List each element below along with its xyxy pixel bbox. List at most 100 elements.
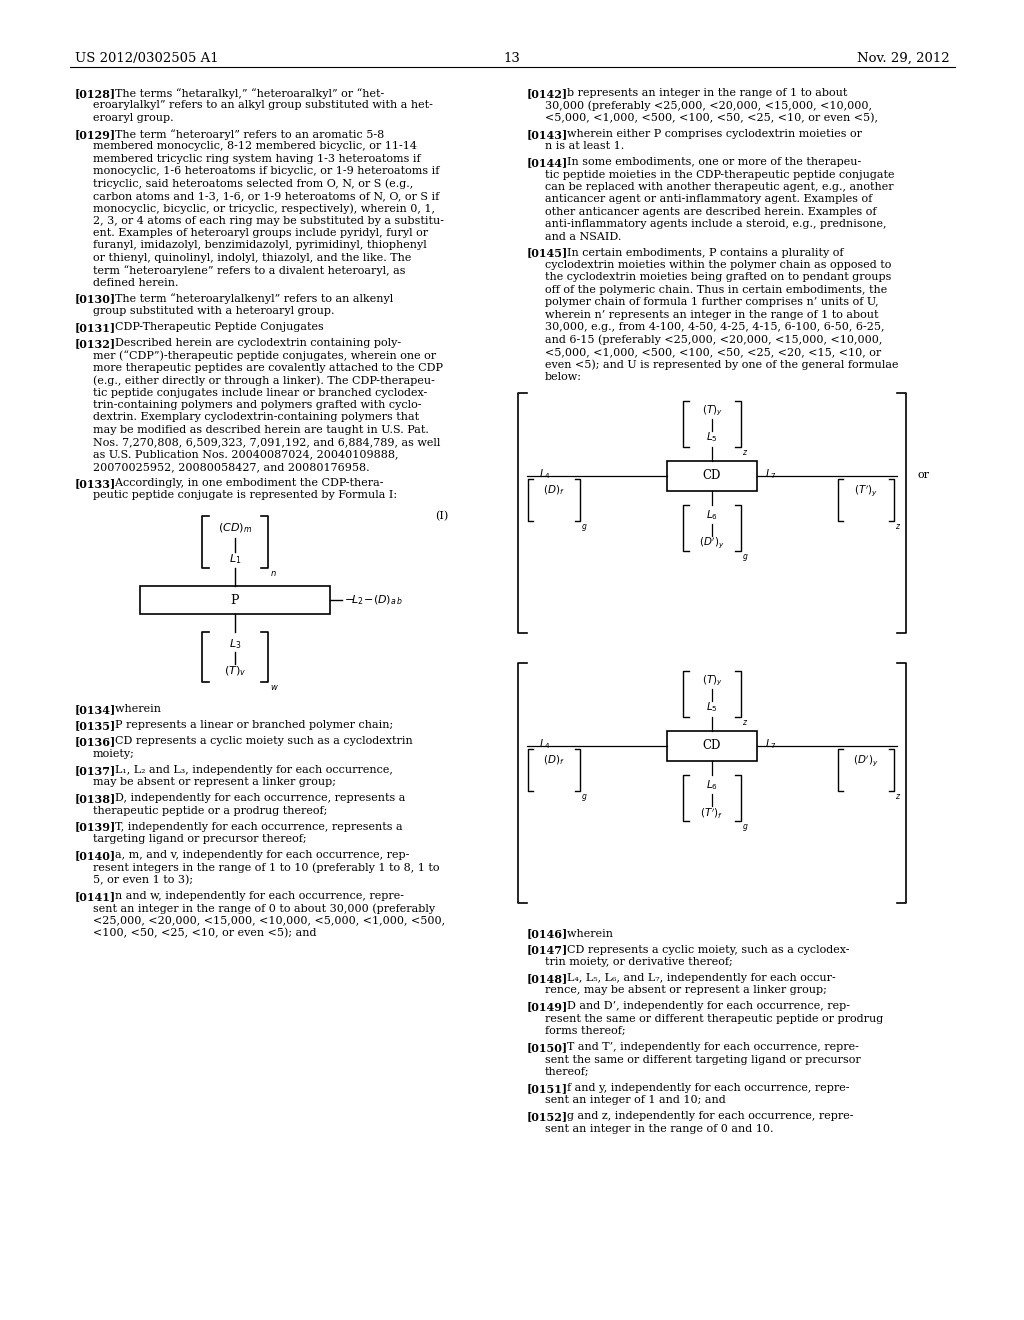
Text: 2, 3, or 4 atoms of each ring may be substituted by a substitu-: 2, 3, or 4 atoms of each ring may be sub… — [93, 215, 444, 226]
Text: $(T)_v$: $(T)_v$ — [224, 664, 246, 678]
Text: Described herein are cyclodextrin containing poly-: Described herein are cyclodextrin contai… — [108, 338, 401, 348]
Text: more therapeutic peptides are covalently attached to the CDP: more therapeutic peptides are covalently… — [93, 363, 443, 372]
Text: $g$: $g$ — [742, 821, 749, 833]
Text: resent the same or different therapeutic peptide or prodrug: resent the same or different therapeutic… — [545, 1014, 884, 1024]
Text: $z$: $z$ — [895, 792, 901, 801]
Text: US 2012/0302505 A1: US 2012/0302505 A1 — [75, 51, 219, 65]
Text: [0135]: [0135] — [75, 721, 117, 731]
Text: [0138]: [0138] — [75, 793, 117, 804]
Text: anticancer agent or anti-inflammatory agent. Examples of: anticancer agent or anti-inflammatory ag… — [545, 194, 872, 205]
Text: wherein n’ represents an integer in the range of 1 to about: wherein n’ represents an integer in the … — [545, 310, 879, 319]
Text: 5, or even 1 to 3);: 5, or even 1 to 3); — [93, 875, 194, 886]
Text: [0129]: [0129] — [75, 129, 116, 140]
Text: $L_4$: $L_4$ — [539, 738, 551, 751]
Text: (e.g., either directly or through a linker). The CDP-therapeu-: (e.g., either directly or through a link… — [93, 375, 435, 385]
Text: [0132]: [0132] — [75, 338, 116, 348]
Text: b represents an integer in the range of 1 to about: b represents an integer in the range of … — [560, 88, 847, 98]
Text: g and z, independently for each occurrence, repre-: g and z, independently for each occurren… — [560, 1111, 853, 1122]
Text: [0150]: [0150] — [527, 1043, 568, 1053]
Text: [0133]: [0133] — [75, 478, 117, 488]
Text: [0149]: [0149] — [527, 1002, 568, 1012]
Text: [0142]: [0142] — [527, 88, 568, 99]
Text: $L_7$: $L_7$ — [765, 467, 777, 482]
Text: wherein: wherein — [560, 928, 612, 939]
Text: In certain embodiments, P contains a plurality of: In certain embodiments, P contains a plu… — [560, 248, 844, 257]
Text: The term “heteroarylalkenyl” refers to an alkenyl: The term “heteroarylalkenyl” refers to a… — [108, 293, 393, 305]
Text: <25,000, <20,000, <15,000, <10,000, <5,000, <1,000, <500,: <25,000, <20,000, <15,000, <10,000, <5,0… — [93, 916, 445, 925]
Bar — [667, 461, 757, 491]
Text: <5,000, <1,000, <500, <100, <50, <25, <10, or even <5),: <5,000, <1,000, <500, <100, <50, <25, <1… — [545, 112, 878, 123]
Text: group substituted with a heteroaryl group.: group substituted with a heteroaryl grou… — [93, 306, 335, 315]
Text: furanyl, imidazolyl, benzimidazolyl, pyrimidinyl, thiophenyl: furanyl, imidazolyl, benzimidazolyl, pyr… — [93, 240, 427, 251]
Text: $-\!L_2\!-\!(D)_{a\,b}$: $-\!L_2\!-\!(D)_{a\,b}$ — [344, 594, 403, 607]
Text: carbon atoms and 1-3, 1-6, or 1-9 heteroatoms of N, O, or S if: carbon atoms and 1-3, 1-6, or 1-9 hetero… — [93, 191, 439, 201]
Text: and 6-15 (preferably <25,000, <20,000, <15,000, <10,000,: and 6-15 (preferably <25,000, <20,000, <… — [545, 334, 883, 345]
Text: membered tricyclic ring system having 1-3 heteroatoms if: membered tricyclic ring system having 1-… — [93, 153, 421, 164]
Text: $L_5$: $L_5$ — [707, 430, 718, 445]
Text: P represents a linear or branched polymer chain;: P represents a linear or branched polyme… — [108, 721, 393, 730]
Text: sent an integer in the range of 0 to about 30,000 (preferably: sent an integer in the range of 0 to abo… — [93, 903, 435, 913]
Text: [0151]: [0151] — [527, 1082, 568, 1094]
Text: [0139]: [0139] — [75, 821, 117, 833]
Text: The term “heteroaryl” refers to an aromatic 5-8: The term “heteroaryl” refers to an aroma… — [108, 129, 384, 140]
Text: ent. Examples of heteroaryl groups include pyridyl, furyl or: ent. Examples of heteroaryl groups inclu… — [93, 228, 428, 238]
Bar — [140, 586, 330, 614]
Text: <100, <50, <25, <10, or even <5); and: <100, <50, <25, <10, or even <5); and — [93, 928, 316, 939]
Text: as U.S. Publication Nos. 20040087024, 20040109888,: as U.S. Publication Nos. 20040087024, 20… — [93, 450, 398, 459]
Text: n is at least 1.: n is at least 1. — [545, 141, 625, 152]
Bar — [667, 730, 757, 760]
Text: [0128]: [0128] — [75, 88, 116, 99]
Text: 30,000 (preferably <25,000, <20,000, <15,000, <10,000,: 30,000 (preferably <25,000, <20,000, <15… — [545, 100, 872, 111]
Text: 30,000, e.g., from 4-100, 4-50, 4-25, 4-15, 6-100, 6-50, 6-25,: 30,000, e.g., from 4-100, 4-50, 4-25, 4-… — [545, 322, 885, 333]
Text: sent an integer in the range of 0 and 10.: sent an integer in the range of 0 and 10… — [545, 1123, 773, 1134]
Text: Accordingly, in one embodiment the CDP-thera-: Accordingly, in one embodiment the CDP-t… — [108, 478, 383, 488]
Text: [0141]: [0141] — [75, 891, 116, 902]
Text: 13: 13 — [504, 51, 520, 65]
Text: polymer chain of formula 1 further comprises n’ units of U,: polymer chain of formula 1 further compr… — [545, 297, 879, 308]
Text: [0145]: [0145] — [527, 248, 568, 259]
Text: <5,000, <1,000, <500, <100, <50, <25, <20, <15, <10, or: <5,000, <1,000, <500, <100, <50, <25, <2… — [545, 347, 882, 356]
Text: or: or — [918, 470, 929, 479]
Text: tic peptide moieties in the CDP-therapeutic peptide conjugate: tic peptide moieties in the CDP-therapeu… — [545, 169, 895, 180]
Text: wherein either P comprises cyclodextrin moieties or: wherein either P comprises cyclodextrin … — [560, 129, 862, 139]
Text: may be absent or represent a linker group;: may be absent or represent a linker grou… — [93, 777, 336, 787]
Text: $(D)_f$: $(D)_f$ — [543, 754, 565, 767]
Text: [0131]: [0131] — [75, 322, 116, 333]
Text: $(D)_f$: $(D)_f$ — [543, 483, 565, 498]
Text: [0144]: [0144] — [527, 157, 568, 168]
Text: $z$: $z$ — [742, 447, 749, 457]
Text: membered monocyclic, 8-12 membered bicyclic, or 11-14: membered monocyclic, 8-12 membered bicyc… — [93, 141, 417, 152]
Text: $(T')_y$: $(T')_y$ — [854, 483, 878, 499]
Text: $(D')_y$: $(D')_y$ — [699, 536, 725, 550]
Text: T, independently for each occurrence, represents a: T, independently for each occurrence, re… — [108, 821, 402, 832]
Text: or thienyl, quinolinyl, indolyl, thiazolyl, and the like. The: or thienyl, quinolinyl, indolyl, thiazol… — [93, 253, 412, 263]
Text: (I): (I) — [435, 511, 449, 521]
Text: $g$: $g$ — [581, 521, 588, 532]
Text: moiety;: moiety; — [93, 748, 135, 759]
Text: therapeutic peptide or a prodrug thereof;: therapeutic peptide or a prodrug thereof… — [93, 805, 328, 816]
Text: even <5); and U is represented by one of the general formulae: even <5); and U is represented by one of… — [545, 359, 898, 370]
Text: [0147]: [0147] — [527, 945, 568, 956]
Text: D and D’, independently for each occurrence, rep-: D and D’, independently for each occurre… — [560, 1002, 850, 1011]
Text: L₁, L₂ and L₃, independently for each occurrence,: L₁, L₂ and L₃, independently for each oc… — [108, 764, 392, 775]
Text: [0130]: [0130] — [75, 293, 116, 305]
Text: The terms “hetaralkyl,” “heteroaralkyl” or “het-: The terms “hetaralkyl,” “heteroaralkyl” … — [108, 88, 384, 99]
Text: $g$: $g$ — [581, 792, 588, 803]
Text: $(T')_f$: $(T')_f$ — [700, 805, 724, 820]
Text: f and y, independently for each occurrence, repre-: f and y, independently for each occurren… — [560, 1082, 849, 1093]
Text: trin moiety, or derivative thereof;: trin moiety, or derivative thereof; — [545, 957, 733, 968]
Text: wherein: wherein — [108, 705, 161, 714]
Text: sent an integer of 1 and 10; and: sent an integer of 1 and 10; and — [545, 1096, 726, 1105]
Text: T and T’, independently for each occurrence, repre-: T and T’, independently for each occurre… — [560, 1043, 859, 1052]
Text: $(T)_y$: $(T)_y$ — [701, 404, 723, 418]
Text: $L_7$: $L_7$ — [765, 738, 777, 751]
Text: off of the polymeric chain. Thus in certain embodiments, the: off of the polymeric chain. Thus in cert… — [545, 285, 887, 294]
Text: $z$: $z$ — [895, 521, 901, 531]
Text: n and w, independently for each occurrence, repre-: n and w, independently for each occurren… — [108, 891, 403, 900]
Text: a, m, and v, independently for each occurrence, rep-: a, m, and v, independently for each occu… — [108, 850, 410, 861]
Text: $L_6$: $L_6$ — [706, 779, 718, 792]
Text: other anticancer agents are described herein. Examples of: other anticancer agents are described he… — [545, 207, 877, 216]
Text: peutic peptide conjugate is represented by Formula I:: peutic peptide conjugate is represented … — [93, 491, 397, 500]
Text: $(D')_y$: $(D')_y$ — [853, 754, 879, 768]
Text: CD represents a cyclic moiety such as a cyclodextrin: CD represents a cyclic moiety such as a … — [108, 737, 413, 746]
